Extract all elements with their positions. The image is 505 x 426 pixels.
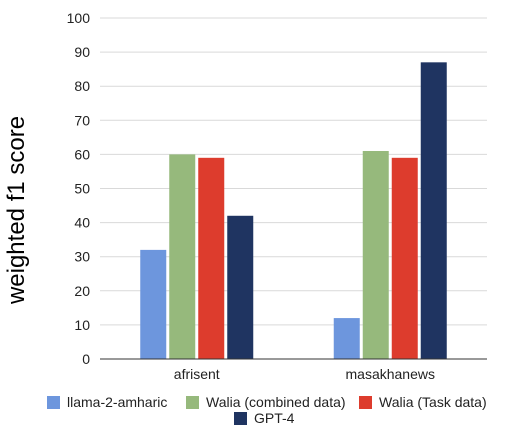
bar [333, 318, 360, 359]
y-tick-label: 0 [82, 351, 90, 367]
y-tick-label: 100 [67, 10, 91, 26]
bar [227, 215, 254, 359]
bar [362, 150, 389, 359]
y-tick-label: 60 [74, 146, 90, 162]
legend-swatch [186, 396, 199, 409]
y-tick-label: 70 [74, 112, 90, 128]
legend-label: GPT-4 [254, 410, 295, 426]
bar [169, 154, 196, 359]
y-tick-label: 90 [74, 44, 90, 60]
bar [420, 62, 447, 360]
y-axis-title: weighted f1 score [3, 116, 30, 305]
y-tick-label: 30 [74, 249, 90, 265]
category-labels: afrisent masakhanews [174, 366, 435, 382]
legend-label: Walia (combined data) [206, 394, 346, 410]
bar [198, 157, 225, 359]
y-tick-label: 40 [74, 215, 90, 231]
legend-label: Walia (Task data) [379, 394, 487, 410]
y-tick-label: 50 [74, 181, 90, 197]
legend-swatch [359, 396, 372, 409]
legend: llama-2-amharic Walia (combined data) Wali… [47, 394, 487, 426]
bars [140, 62, 447, 360]
x-category-label: afrisent [174, 366, 220, 382]
y-tick-label: 80 [74, 78, 90, 94]
legend-swatch [234, 412, 247, 425]
x-category-label: masakhanews [346, 366, 436, 382]
bar [140, 249, 167, 359]
y-tick-label: 20 [74, 283, 90, 299]
bar [391, 157, 418, 359]
y-tick-label: 10 [74, 317, 90, 333]
legend-swatch [47, 396, 60, 409]
y-tick-labels: 0 10 20 30 40 50 60 70 80 90 100 [67, 10, 91, 367]
legend-label: llama-2-amharic [67, 394, 167, 410]
